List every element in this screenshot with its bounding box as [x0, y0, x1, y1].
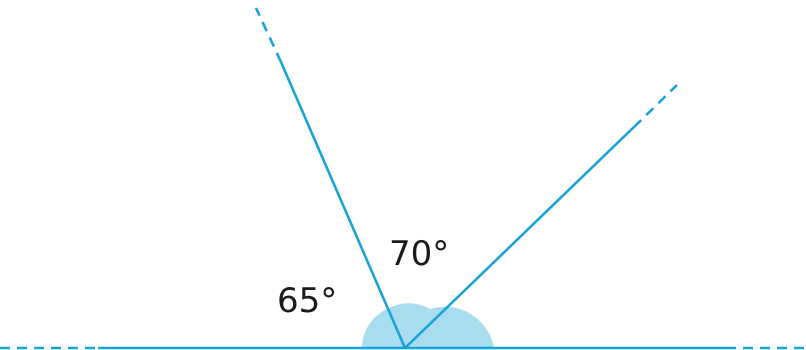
ray-left-solid: [279, 61, 407, 349]
angle-label-65: 65°: [277, 281, 337, 321]
angle-sector-left: [362, 309, 405, 348]
ray-right-solid: [404, 126, 635, 349]
angle-sectors: [362, 303, 494, 348]
ray-left-dashed: [254, 7, 283, 63]
ray-right: [404, 84, 678, 349]
angle-sector-middle: [387, 303, 430, 348]
angle-sector-right: [405, 306, 494, 348]
ray-right-dashed: [633, 84, 678, 128]
angle-label-70: 70°: [389, 234, 449, 274]
ray-left: [254, 7, 407, 349]
